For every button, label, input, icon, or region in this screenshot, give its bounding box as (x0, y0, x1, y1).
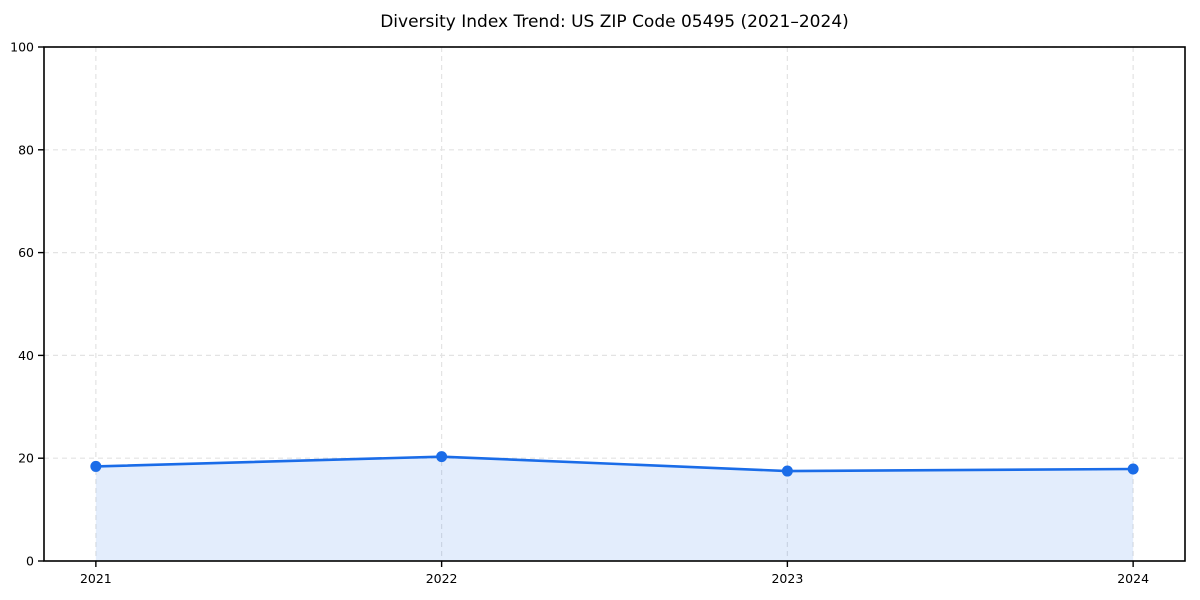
chart-title: Diversity Index Trend: US ZIP Code 05495… (380, 12, 849, 32)
data-point-marker (436, 451, 448, 463)
data-point-marker (1127, 463, 1139, 475)
y-axis-tick-label: 20 (18, 451, 34, 466)
x-axis-tick-label: 2021 (80, 571, 112, 586)
y-axis-tick-label: 0 (26, 554, 34, 569)
plot-border (43, 46, 1186, 562)
data-point-marker (90, 460, 102, 472)
area-fill (95, 456, 1134, 561)
y-axis-tick-label: 60 (18, 245, 34, 260)
x-axis-tick-label: 2023 (771, 571, 803, 586)
y-axis-tick-label: 100 (10, 40, 34, 55)
y-axis-tick-label: 40 (18, 348, 34, 363)
x-axis-tick-label: 2022 (426, 571, 458, 586)
y-axis-tick-label: 80 (18, 142, 34, 157)
data-point-marker (781, 465, 793, 477)
trend-line (94, 455, 1135, 473)
x-axis-tick-label: 2024 (1117, 571, 1149, 586)
